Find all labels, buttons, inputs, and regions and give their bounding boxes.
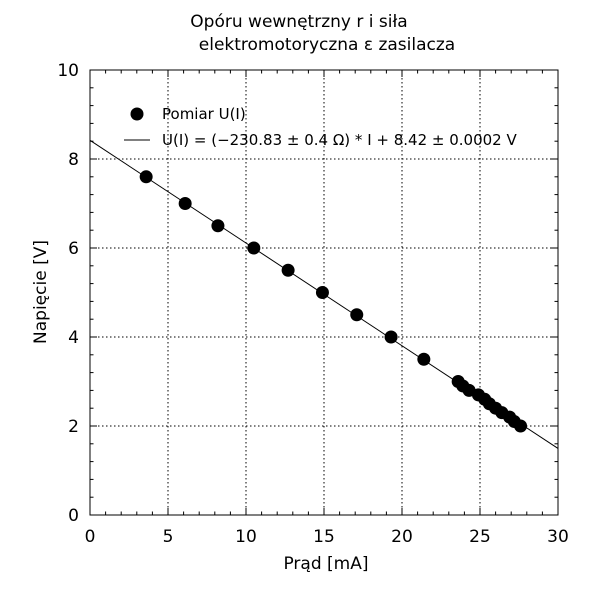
data-point	[315, 286, 329, 299]
y-axis-label: Napięcie [V]	[31, 240, 51, 344]
y-tick-label: 4	[68, 328, 79, 348]
tick-labels: 0 5 10 15 20 25 30 0 2 4 6 8 10	[57, 61, 568, 547]
data-points	[139, 170, 528, 433]
x-axis-label: Prąd [mA]	[283, 554, 368, 574]
data-point	[514, 419, 528, 433]
data-point	[384, 330, 398, 344]
chart-title-line-2: elektromotoryczna ε zasilacza	[199, 35, 455, 55]
x-tick-label: 5	[163, 527, 174, 547]
data-point	[350, 308, 364, 322]
chart-title-line-1: Opóru wewnętrzny r i siła	[190, 12, 407, 32]
y-tick-label: 10	[57, 61, 79, 81]
legend-marker-scatter	[130, 107, 144, 121]
y-tick-label: 2	[68, 417, 79, 437]
legend-label-line: U(I) = (−230.83 ± 0.4 Ω) * I + 8.42 ± 0.…	[162, 131, 517, 149]
x-tick-label: 15	[313, 527, 335, 547]
data-point	[211, 219, 225, 233]
y-tick-label: 8	[68, 150, 79, 170]
legend: Pomiar U(I) U(I) = (−230.83 ± 0.4 Ω) * I…	[124, 105, 517, 149]
x-tick-label: 30	[547, 527, 569, 547]
data-point	[139, 170, 153, 184]
x-tick-label: 20	[391, 527, 413, 547]
x-tick-label: 25	[469, 527, 491, 547]
data-point	[178, 197, 192, 210]
x-tick-label: 10	[235, 527, 257, 547]
y-tick-label: 0	[68, 506, 79, 526]
data-point	[281, 263, 295, 277]
legend-label-scatter: Pomiar U(I)	[162, 105, 246, 123]
y-tick-label: 6	[68, 239, 79, 259]
data-point	[247, 241, 261, 255]
x-tick-label: 0	[85, 527, 96, 547]
axis-ticks	[89, 69, 559, 516]
data-point	[417, 352, 431, 366]
